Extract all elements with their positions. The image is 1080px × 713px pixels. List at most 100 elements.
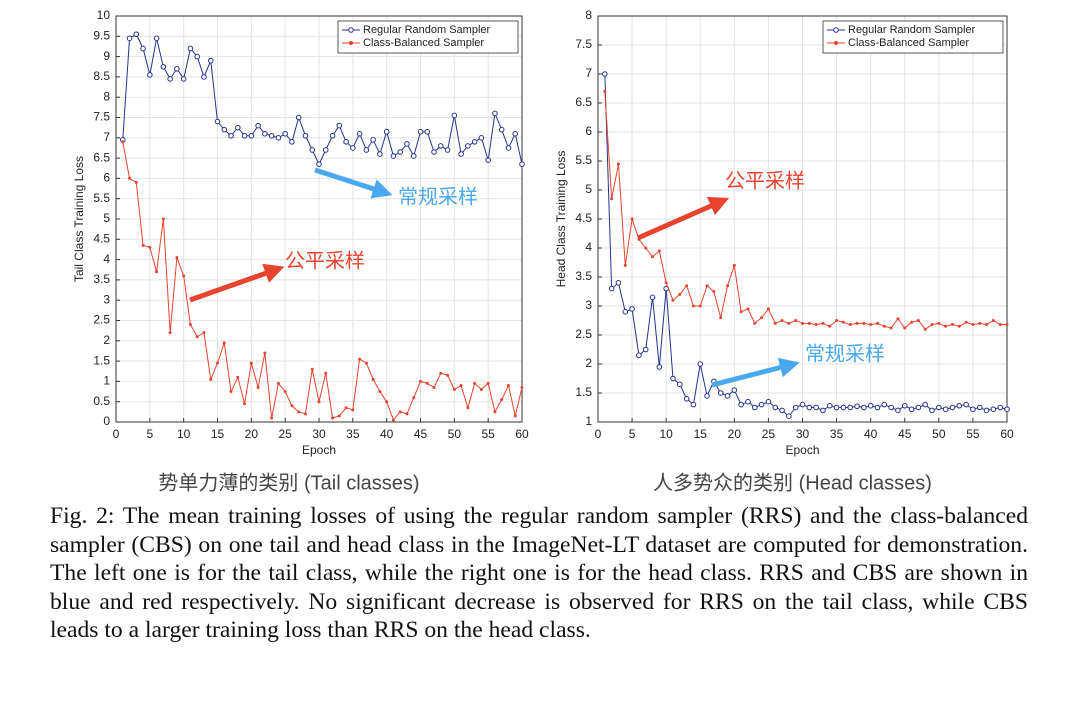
legend-label: Regular Random Sampler	[848, 24, 976, 36]
point-marker	[910, 320, 914, 324]
point-marker	[228, 132, 234, 139]
point-marker	[922, 401, 929, 408]
point-marker	[826, 402, 833, 409]
point-marker	[194, 53, 200, 60]
point-marker	[773, 321, 777, 325]
x-tick-label: 5	[629, 427, 636, 441]
x-tick-label: 20	[728, 427, 742, 441]
point-marker	[889, 326, 893, 330]
point-marker	[888, 404, 894, 411]
point-marker	[451, 112, 458, 119]
point-marker	[990, 406, 997, 413]
point-marker	[329, 132, 336, 139]
point-marker	[478, 135, 485, 141]
annotation-arrow	[636, 196, 730, 241]
point-marker	[155, 270, 159, 274]
series-line	[604, 91, 1007, 330]
point-marker	[738, 401, 744, 408]
point-marker	[248, 132, 255, 139]
point-marker	[424, 128, 431, 135]
point-marker	[276, 381, 280, 385]
point-marker	[642, 346, 649, 353]
point-marker	[622, 309, 629, 315]
point-marker	[147, 72, 153, 78]
point-marker	[840, 404, 847, 411]
point-marker	[949, 404, 956, 411]
point-marker	[249, 361, 253, 365]
point-marker	[745, 398, 751, 405]
point-marker	[235, 124, 241, 131]
point-marker	[985, 323, 989, 327]
point-marker	[309, 147, 316, 153]
point-marker	[498, 126, 505, 133]
point-marker	[283, 390, 287, 394]
point-marker	[290, 404, 294, 408]
point-marker	[322, 147, 329, 153]
point-marker	[405, 412, 409, 416]
y-tick-label: 2	[585, 356, 592, 370]
point-marker	[820, 407, 826, 414]
series-line	[122, 141, 523, 421]
point-marker	[297, 410, 301, 414]
legend-box	[822, 20, 1004, 54]
point-marker	[942, 406, 949, 413]
point-marker	[1005, 323, 1009, 327]
point-marker	[649, 294, 656, 301]
point-marker	[256, 385, 260, 389]
point-marker	[636, 352, 642, 359]
point-marker	[351, 408, 355, 412]
point-marker	[704, 393, 710, 399]
series-line	[122, 33, 523, 166]
point-marker	[404, 141, 410, 147]
point-marker	[867, 402, 874, 409]
x-tick-label: 50	[448, 427, 462, 441]
point-marker	[608, 285, 615, 292]
point-marker	[275, 135, 282, 141]
point-marker	[255, 122, 261, 129]
point-marker	[779, 407, 785, 414]
point-marker	[519, 161, 525, 167]
plot-frame	[597, 15, 1008, 423]
point-marker	[398, 410, 402, 414]
point-marker	[161, 217, 165, 221]
point-marker	[134, 180, 138, 184]
annotation-text: 常规采样	[805, 342, 885, 365]
point-marker	[214, 118, 221, 125]
x-tick-label: 5	[146, 427, 153, 441]
point-marker	[683, 396, 690, 402]
point-marker	[726, 284, 730, 288]
point-marker	[350, 145, 356, 151]
annotation-arrow	[711, 357, 800, 388]
annotation-text: 公平采样	[285, 249, 365, 272]
point-marker	[262, 130, 268, 137]
point-marker	[847, 404, 854, 411]
point-marker	[963, 401, 969, 408]
x-tick-label: 55	[966, 427, 980, 441]
point-marker	[758, 401, 765, 408]
x-tick-label: 15	[694, 427, 708, 441]
point-marker	[746, 307, 750, 311]
point-marker	[895, 407, 901, 414]
point-marker	[410, 153, 417, 159]
point-marker	[241, 132, 248, 139]
y-tick-label: 1.5	[93, 353, 110, 367]
point-marker	[492, 110, 498, 117]
point-marker	[901, 402, 908, 409]
point-marker	[270, 416, 274, 420]
legend-label: Class-Balanced Sampler	[363, 37, 484, 49]
y-axis-label: Tail Class Training Loss	[72, 156, 86, 282]
point-marker	[153, 35, 160, 42]
point-marker	[602, 71, 608, 77]
point-marker	[180, 76, 187, 82]
point-marker	[923, 327, 927, 331]
point-marker	[126, 35, 133, 42]
point-marker	[629, 306, 635, 312]
y-tick-label: 2.5	[93, 313, 110, 327]
point-marker	[712, 290, 716, 293]
point-marker	[201, 74, 207, 80]
point-marker	[377, 151, 383, 157]
point-marker	[343, 139, 349, 145]
point-marker	[717, 390, 724, 396]
point-marker	[337, 414, 341, 418]
x-tick-label: 60	[1000, 427, 1014, 441]
